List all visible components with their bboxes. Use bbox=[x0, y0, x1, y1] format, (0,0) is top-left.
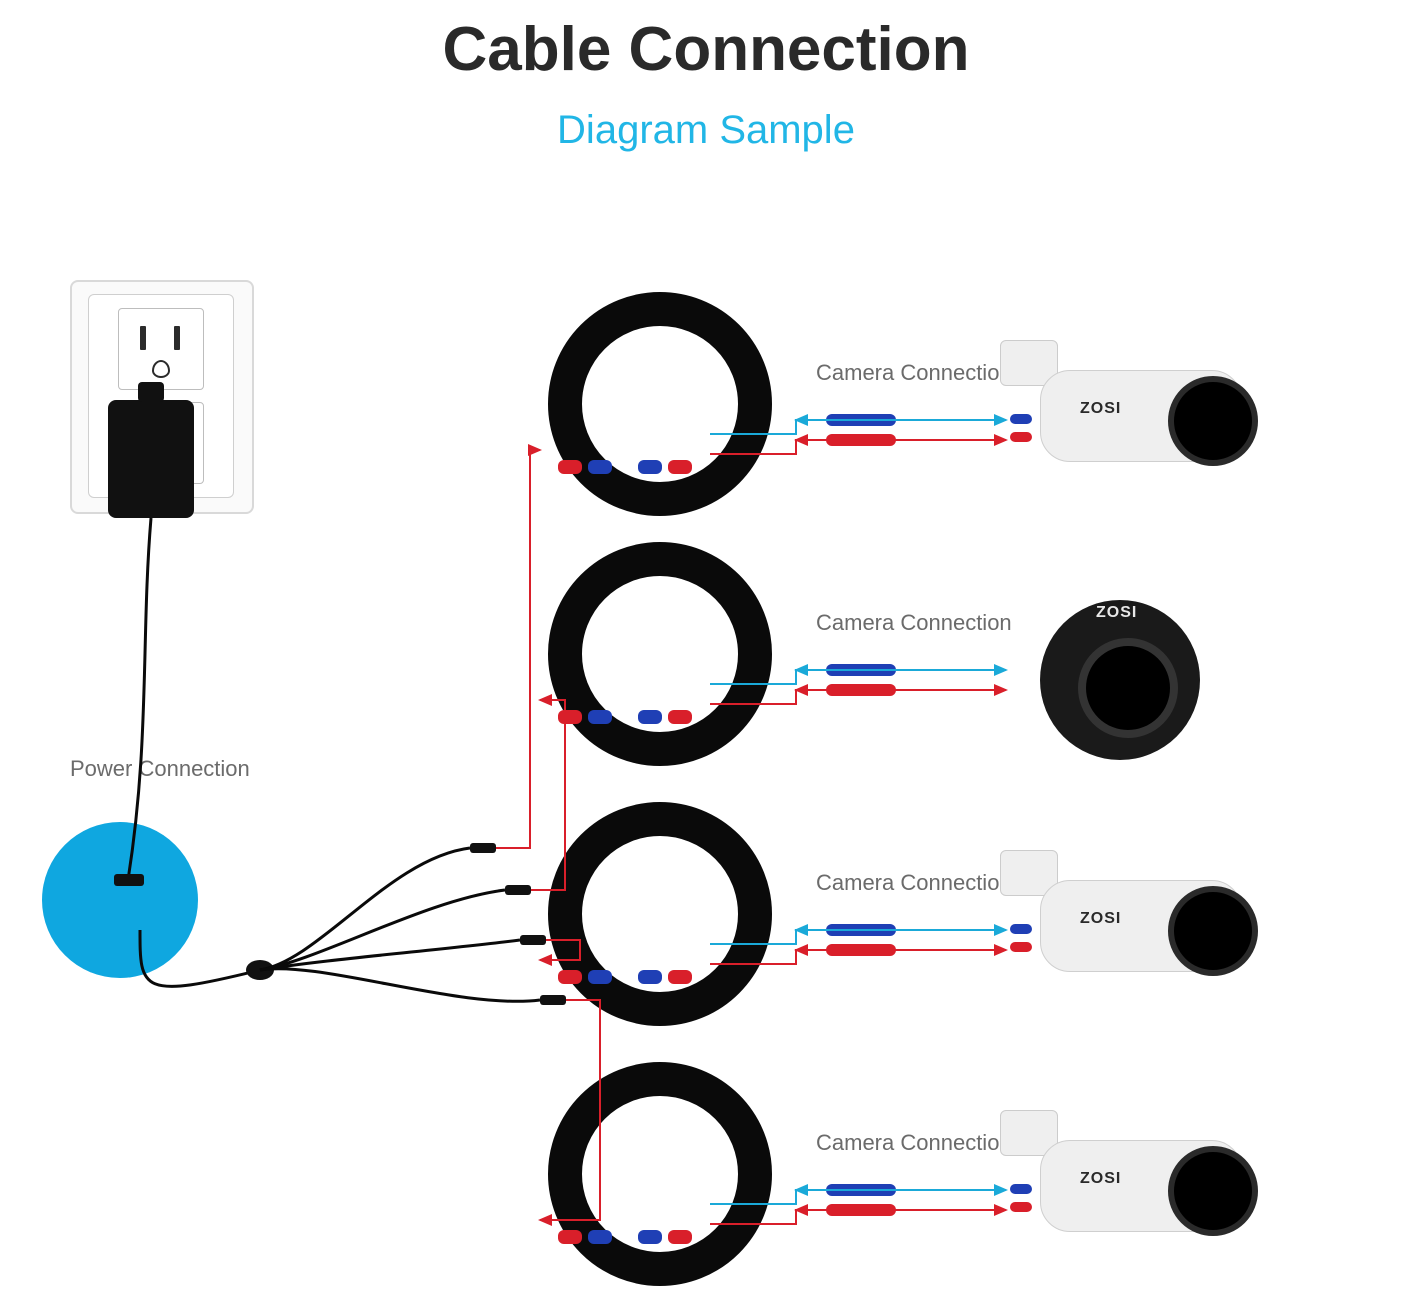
camera-pigtail bbox=[1010, 414, 1032, 424]
cable-connector bbox=[588, 710, 612, 724]
camera-connection-label: Camera Connection bbox=[816, 610, 1012, 636]
camera-connector bbox=[826, 684, 896, 696]
camera-pigtail bbox=[1010, 1202, 1032, 1212]
camera-pigtail bbox=[1010, 924, 1032, 934]
cable-coil bbox=[548, 292, 772, 516]
cable-connector bbox=[588, 970, 612, 984]
cable-connector bbox=[558, 1230, 582, 1244]
cable-connector bbox=[558, 460, 582, 474]
cable-connector bbox=[668, 1230, 692, 1244]
camera-connector bbox=[826, 414, 896, 426]
cable-connector bbox=[638, 710, 662, 724]
power-connection-label: Power Connection bbox=[70, 756, 250, 782]
camera-pigtail bbox=[1010, 432, 1032, 442]
diagram-canvas: Cable Connection Diagram Sample Power Co… bbox=[0, 0, 1412, 1307]
camera-lens bbox=[1168, 886, 1258, 976]
camera-lens bbox=[1168, 376, 1258, 466]
cable-connector bbox=[668, 710, 692, 724]
cable-connector bbox=[558, 710, 582, 724]
camera-connector bbox=[826, 664, 896, 676]
cable-coil bbox=[548, 542, 772, 766]
camera-connection-label: Camera Connection bbox=[816, 1130, 1012, 1156]
cable-connector bbox=[588, 1230, 612, 1244]
power-adapter bbox=[108, 400, 194, 518]
page-subtitle: Diagram Sample bbox=[0, 108, 1412, 153]
camera-connector bbox=[826, 924, 896, 936]
cable-connector bbox=[638, 1230, 662, 1244]
camera-connector bbox=[826, 1204, 896, 1216]
camera-brand-label: ZOSI bbox=[1080, 400, 1121, 418]
power-adapter-prong bbox=[138, 382, 164, 402]
page-title: Cable Connection bbox=[0, 14, 1412, 85]
camera-brand-label: ZOSI bbox=[1096, 604, 1137, 622]
camera-pigtail bbox=[1010, 942, 1032, 952]
outlet-ground bbox=[152, 360, 170, 378]
cable-connector bbox=[668, 460, 692, 474]
camera-lens bbox=[1078, 638, 1178, 738]
cable-connector bbox=[588, 460, 612, 474]
cable-connector bbox=[638, 460, 662, 474]
cable-connector bbox=[638, 970, 662, 984]
cable-connector bbox=[558, 970, 582, 984]
camera-lens bbox=[1168, 1146, 1258, 1236]
camera-connector bbox=[826, 944, 896, 956]
camera-connector bbox=[826, 1184, 896, 1196]
camera-connection-label: Camera Connection bbox=[816, 360, 1012, 386]
camera-brand-label: ZOSI bbox=[1080, 1170, 1121, 1188]
camera-pigtail bbox=[1010, 1184, 1032, 1194]
camera-brand-label: ZOSI bbox=[1080, 910, 1121, 928]
outlet-slot bbox=[174, 326, 180, 350]
power-splitter-hub-icon bbox=[42, 822, 198, 978]
cable-coil bbox=[548, 802, 772, 1026]
cable-coil bbox=[548, 1062, 772, 1286]
camera-connector bbox=[826, 434, 896, 446]
cable-connector bbox=[668, 970, 692, 984]
outlet-slot bbox=[140, 326, 146, 350]
camera-connection-label: Camera Connection bbox=[816, 870, 1012, 896]
